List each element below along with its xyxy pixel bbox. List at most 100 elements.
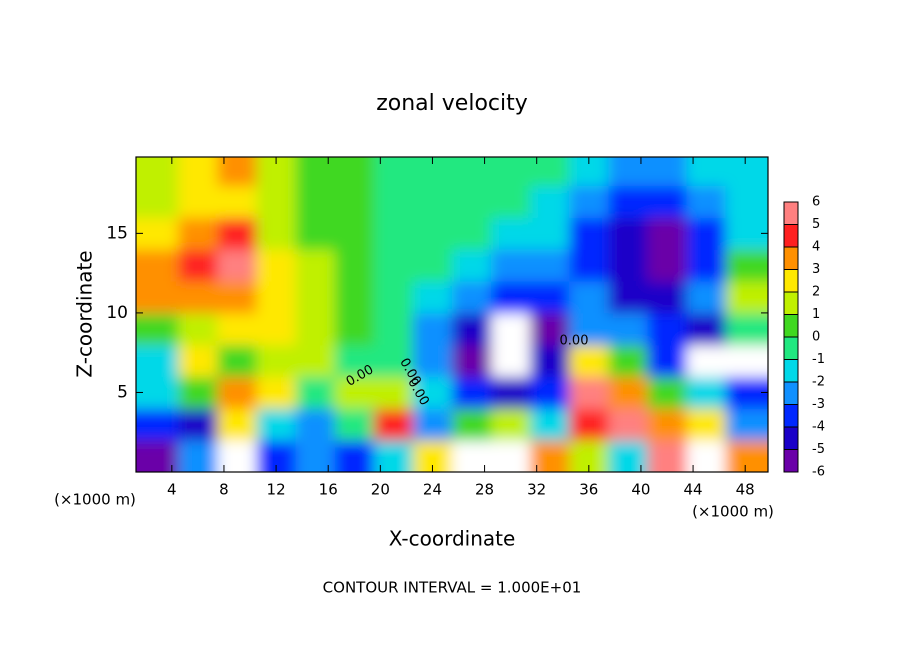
field-cell: [178, 312, 218, 346]
field-cell: [334, 440, 375, 472]
field-cell: [452, 344, 492, 378]
field-cell: [295, 185, 336, 218]
field-cell: [647, 344, 688, 378]
colorbar-swatch: [784, 202, 798, 225]
field-cell: [569, 217, 609, 250]
field-cell: [647, 157, 688, 187]
field-cell: [334, 157, 375, 187]
field-cell: [373, 344, 414, 378]
field-cell: [608, 157, 648, 187]
field-cell: [217, 249, 258, 282]
colorbar-label: -2: [812, 375, 825, 390]
field-cell: [569, 185, 609, 218]
colorbar-swatch: [784, 224, 798, 247]
field-cell: [412, 344, 453, 378]
field-cell: [217, 157, 258, 187]
contour-label: 0.00: [560, 334, 589, 349]
colorbar-swatch: [784, 337, 798, 360]
colorbar-label: 6: [812, 195, 820, 210]
field-cell: [295, 157, 336, 187]
field-cell: [491, 281, 531, 314]
colorbar-swatch: [784, 269, 798, 292]
field-cell: [136, 157, 179, 187]
x-tick-label: 24: [423, 481, 442, 499]
field-cell: [725, 281, 768, 314]
field-cell: [373, 281, 414, 314]
field-cell: [373, 157, 414, 187]
colorbar-label: 3: [812, 262, 820, 277]
field-cell: [334, 344, 375, 378]
field-cell: [412, 217, 453, 250]
field-cell: [686, 408, 727, 441]
field-cell: [608, 217, 648, 250]
colorbar-label: 5: [812, 217, 820, 232]
field-cell: [256, 408, 297, 441]
field-cell: [647, 440, 688, 472]
y-axis-label: Z-coordinate: [73, 250, 97, 377]
field-cell: [530, 185, 570, 218]
x-tick-label: 4: [167, 481, 177, 499]
field-cell: [686, 185, 727, 218]
field-cell: [295, 376, 336, 409]
colorbar-swatch: [784, 314, 798, 337]
field-cell: [647, 376, 688, 409]
field-cell: [686, 312, 727, 346]
x-axis-label: X-coordinate: [389, 527, 516, 551]
x-tick-label: 12: [267, 481, 286, 499]
field-cell: [608, 376, 648, 409]
colorbar-swatch: [784, 292, 798, 315]
x-tick-label: 36: [579, 481, 598, 499]
field-cell: [412, 312, 453, 346]
field-cell: [491, 217, 531, 250]
field-cell: [452, 157, 492, 187]
field-cell: [334, 217, 375, 250]
field-cell: [334, 281, 375, 314]
field-cell: [686, 157, 727, 187]
field-cell: [569, 249, 609, 282]
field-cell: [136, 344, 179, 378]
field-cell: [295, 249, 336, 282]
plot-frame: [135, 156, 769, 473]
y-tick-label: 15: [106, 223, 128, 243]
colorbar-label: -6: [812, 465, 825, 480]
field-cell: [491, 249, 531, 282]
colorbar-label: -3: [812, 397, 825, 412]
x-tick-label: 16: [319, 481, 338, 499]
field-cell: [647, 312, 688, 346]
field-cell: [334, 249, 375, 282]
field-cell: [608, 185, 648, 218]
colorbar-swatch: [784, 427, 798, 450]
field-cell: [256, 185, 297, 218]
field-cell: [725, 408, 768, 441]
field-cell: [725, 344, 768, 378]
colorbar-swatch: [784, 382, 798, 405]
field-cell: [136, 217, 179, 250]
field-cell: [256, 281, 297, 314]
field-cell: [412, 281, 453, 314]
field-cell: [295, 281, 336, 314]
x-tick-label: 28: [475, 481, 494, 499]
field-cell: [569, 281, 609, 314]
field-cell: [334, 376, 375, 409]
field-cell: [608, 408, 648, 441]
field-cell: [725, 376, 768, 409]
field-cell: [217, 408, 258, 441]
field-cell: [491, 157, 531, 187]
field-cell: [686, 249, 727, 282]
field-cell: [412, 408, 453, 441]
field-cell: [569, 408, 609, 441]
field-cell: [136, 376, 179, 409]
field-cell: [136, 312, 179, 346]
field-cell: [569, 376, 609, 409]
field-cell: [452, 185, 492, 218]
field-cell: [725, 157, 768, 187]
field-cell: [256, 312, 297, 346]
field-cell: [530, 312, 570, 346]
colorbar-label: 2: [812, 285, 820, 300]
field-cell: [136, 249, 179, 282]
colorbar-swatch: [784, 359, 798, 382]
field-cell: [686, 376, 727, 409]
field-cell: [725, 440, 768, 472]
x-tick-label: 44: [684, 481, 703, 499]
field-cell: [295, 408, 336, 441]
